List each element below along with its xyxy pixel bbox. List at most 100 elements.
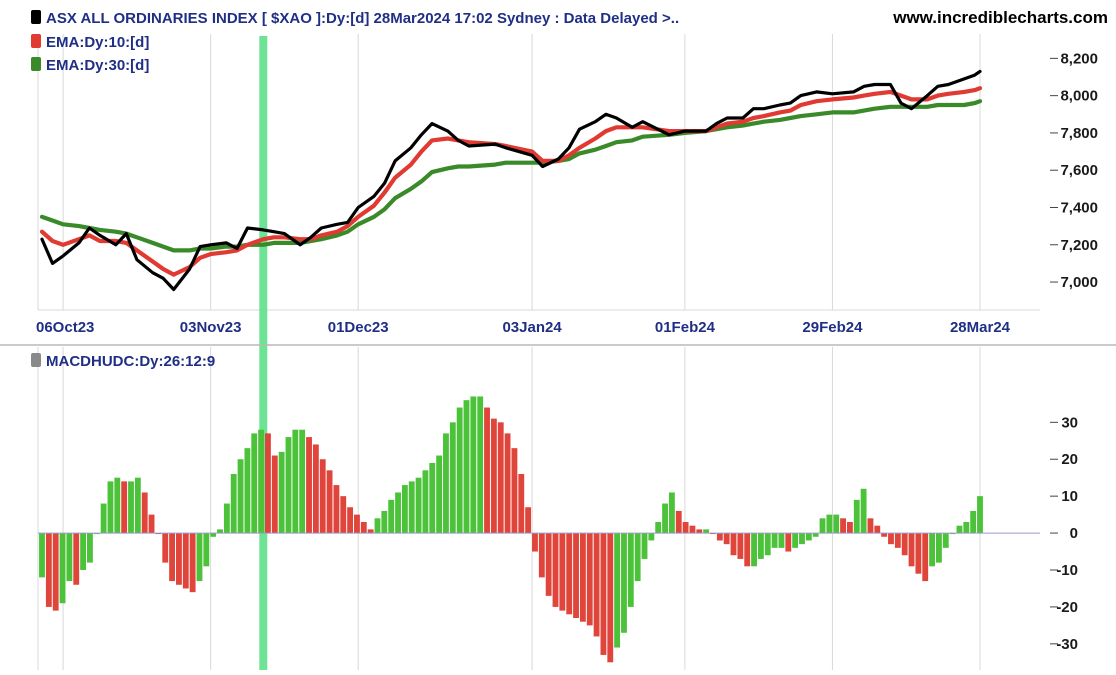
macd-bar — [511, 448, 518, 534]
price-ytick-label: 7,000 — [1060, 274, 1098, 291]
macd-bar — [545, 533, 552, 596]
macd-bar — [963, 522, 970, 534]
macd-bar — [826, 514, 833, 534]
macd-bar — [689, 525, 696, 534]
macd-bar — [217, 529, 223, 534]
macd-bar — [429, 462, 436, 534]
macd-bar — [401, 485, 408, 534]
macd-bar — [881, 533, 888, 537]
ema30-line — [39, 99, 983, 253]
macd-bar — [333, 485, 340, 534]
macd-bar — [52, 533, 59, 611]
macd-bar — [792, 533, 799, 548]
macd-bar — [490, 418, 497, 534]
macd-bar — [737, 533, 744, 559]
macd-bar — [107, 481, 114, 534]
macd-bar — [751, 533, 757, 567]
macd-bar — [319, 459, 326, 534]
macd-bar — [93, 533, 100, 535]
legend-swatch-macd — [31, 353, 41, 367]
macd-bar — [799, 533, 805, 545]
price-ytick-label: 7,800 — [1060, 125, 1098, 142]
x-tick-label: 29Feb24 — [802, 319, 863, 336]
macd-bar — [45, 533, 52, 607]
macd-bar — [196, 533, 203, 582]
macd-bar — [819, 518, 826, 534]
macd-bar — [812, 533, 819, 537]
macd-bar — [566, 533, 573, 615]
price-y-axis: 7,000 7,200 7,400 7,600 7,800 8,000 8,200 — [1050, 50, 1098, 291]
macd-bar — [929, 533, 935, 567]
macd-bar — [470, 396, 477, 534]
macd-bar — [634, 533, 641, 582]
macd-bar — [518, 474, 525, 534]
price-grid — [37, 34, 1040, 311]
legend-macd: MACDHUDC:Dy:26:12:9 — [31, 353, 215, 370]
macd-bar — [80, 533, 87, 570]
macd-bar — [764, 533, 771, 556]
macd-bar — [169, 533, 176, 582]
x-tick-label: 01Feb24 — [655, 319, 716, 336]
macd-bar — [408, 481, 415, 534]
macd-bar — [915, 533, 922, 574]
macd-bar — [360, 522, 367, 534]
macd-bar — [134, 477, 141, 534]
macd-bar — [532, 533, 538, 552]
macd-bar — [443, 433, 449, 534]
macd-bar — [114, 477, 121, 534]
macd-bar — [757, 533, 764, 559]
macd-bar — [395, 492, 401, 534]
macd-bar — [682, 522, 689, 534]
macd-bar — [237, 459, 244, 534]
macd-bar — [59, 533, 66, 604]
macd-bar — [579, 533, 586, 622]
macd-bar — [504, 433, 511, 534]
macd-bar — [497, 422, 504, 534]
macd-bar — [176, 533, 182, 585]
macd-bar — [525, 507, 532, 534]
macd-bar — [306, 437, 312, 534]
macd-bar — [874, 525, 881, 534]
website-link[interactable]: www.incrediblecharts.com — [892, 8, 1108, 27]
macd-bar — [744, 533, 751, 567]
macd-bar — [162, 533, 169, 563]
macd-bar — [121, 481, 128, 534]
macd-bar — [949, 533, 956, 535]
macd-bar — [278, 451, 285, 534]
macd-bar — [39, 533, 45, 578]
macd-bar — [648, 533, 655, 541]
macd-ytick-label: 30 — [1061, 414, 1078, 431]
macd-bar — [312, 444, 319, 534]
macd-bar — [593, 533, 600, 637]
macd-bar — [265, 433, 271, 534]
macd-bar — [354, 514, 360, 534]
macd-bar — [87, 533, 93, 563]
macd-bar — [600, 533, 607, 655]
macd-bar — [381, 510, 388, 534]
macd-ytick-label: -30 — [1056, 636, 1078, 653]
macd-bar — [367, 529, 374, 534]
price-line — [40, 69, 982, 292]
legend-label-macd: MACDHUDC:Dy:26:12:9 — [46, 353, 215, 370]
price-ytick-label: 7,400 — [1060, 199, 1098, 216]
macd-ytick-label: 0 — [1070, 525, 1078, 542]
macd-bar — [251, 433, 258, 534]
macd-bar — [888, 533, 894, 545]
legend-swatch-ema10 — [31, 34, 41, 48]
legend-price: ASX ALL ORDINARIES INDEX [ $XAO ]:Dy:[d]… — [31, 10, 679, 27]
macd-bar — [853, 499, 860, 534]
macd-bar — [422, 470, 429, 534]
date-highlight-bar — [259, 36, 268, 670]
price-ytick-label: 7,200 — [1060, 237, 1098, 254]
macd-bar — [846, 522, 853, 534]
legend-swatch-ema30 — [31, 57, 41, 71]
macd-histogram — [39, 396, 983, 663]
x-tick-label: 03Nov23 — [180, 319, 242, 336]
macd-bar — [716, 533, 723, 541]
macd-bar — [388, 499, 395, 534]
macd-bar — [340, 496, 347, 534]
legend-ema30: EMA:Dy:30:[d] — [31, 57, 149, 74]
price-series-group — [39, 69, 983, 292]
macd-bar — [573, 533, 579, 618]
macd-bar — [710, 533, 716, 535]
